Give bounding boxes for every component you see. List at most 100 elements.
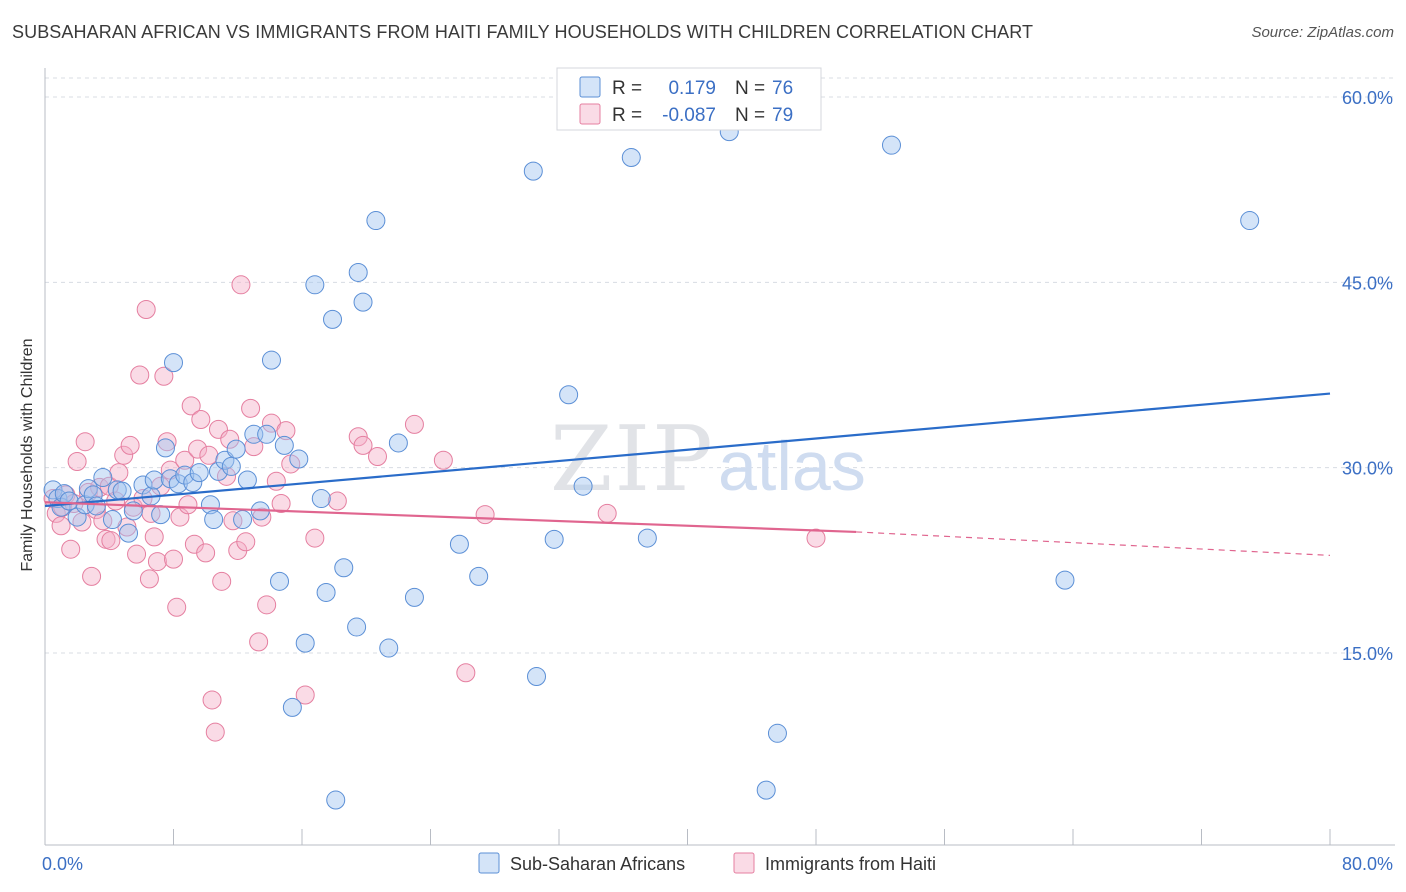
haiti-point <box>181 396 201 416</box>
haiti-point <box>276 421 296 441</box>
legend-frame <box>556 67 822 131</box>
subsaharan-point <box>347 617 367 637</box>
haiti-point <box>139 569 159 589</box>
legend-n-label: N = <box>735 78 765 99</box>
chart-title: SUBSAHARAN AFRICAN VS IMMIGRANTS FROM HA… <box>12 22 1034 42</box>
subsaharan-point <box>311 489 331 509</box>
bottom-legend: Sub-Saharan Africans Immigrants from Hait… <box>478 852 936 874</box>
subsaharan-point <box>305 275 325 295</box>
subsaharan-point <box>221 456 241 476</box>
subsaharan-trend-line <box>44 392 1331 508</box>
haiti-point <box>120 435 140 455</box>
subsaharan-point <box>175 465 195 485</box>
haiti-trend-extension <box>856 531 1331 556</box>
subsaharan-point <box>155 438 175 458</box>
subsaharan-point <box>204 510 224 530</box>
haiti-point <box>51 516 71 536</box>
watermark-atlas: atlas <box>718 427 866 505</box>
x-tick-label-min: 0.0% <box>42 854 83 874</box>
subsaharan-point <box>637 528 657 548</box>
subsaharan-point <box>133 475 153 495</box>
haiti-point <box>220 429 240 449</box>
haiti-point <box>404 414 424 434</box>
subsaharan-point <box>1240 211 1260 231</box>
haiti-point <box>806 528 826 548</box>
subsaharan-point <box>334 558 354 578</box>
bottom-legend-label-subsaharan: Sub-Saharan Africans <box>510 854 685 874</box>
haiti-point <box>114 445 134 465</box>
subsaharan-point <box>621 148 641 168</box>
haiti-point <box>164 549 183 569</box>
legend-n-value: 79 <box>772 105 793 126</box>
subsaharan-point <box>164 353 183 373</box>
legend-box: R = 0.179 N = 76 R = -0.087 N = 79 <box>556 67 822 131</box>
subsaharan-point <box>527 666 547 686</box>
haiti-point <box>101 531 121 551</box>
haiti-point <box>130 365 150 385</box>
haiti-point <box>212 571 232 591</box>
subsaharan-point <box>449 534 469 554</box>
subsaharan-point <box>189 463 209 483</box>
subsaharan-point <box>233 510 253 530</box>
haiti-point <box>271 493 291 513</box>
y-tick-label: 60.0% <box>1342 88 1393 108</box>
subsaharan-point <box>59 491 79 511</box>
subsaharan-point <box>559 385 579 405</box>
haiti-point <box>147 552 167 572</box>
subsaharan-point <box>261 350 281 370</box>
legend-r-label: R = <box>612 78 642 99</box>
haiti-point <box>202 690 222 710</box>
subsaharan-point <box>323 309 343 329</box>
subsaharan-point <box>295 633 315 653</box>
subsaharan-point <box>289 449 309 469</box>
haiti-point <box>231 275 251 295</box>
subsaharan-point <box>151 505 171 525</box>
subsaharan-point <box>274 435 294 455</box>
subsaharan-point <box>767 723 787 743</box>
subsaharan-point <box>379 638 399 658</box>
haiti-point <box>266 471 286 491</box>
x-tick-label-max: 80.0% <box>1342 854 1393 874</box>
subsaharan-point <box>573 476 593 496</box>
haiti-point <box>205 722 225 742</box>
subsaharan-point <box>257 424 277 444</box>
haiti-point <box>191 409 211 429</box>
subsaharan-point <box>183 472 203 492</box>
haiti-point <box>157 432 177 452</box>
haiti-point <box>305 528 325 548</box>
haiti-point <box>348 427 368 447</box>
haiti-point <box>144 527 164 547</box>
bottom-legend-swatch-pink <box>733 852 755 874</box>
subsaharan-point <box>523 161 543 181</box>
y-tick-label: 45.0% <box>1342 273 1393 293</box>
haiti-point <box>178 495 198 515</box>
source-label: Source: ZipAtlas.com <box>1251 24 1394 41</box>
subsaharan-point <box>326 790 346 810</box>
watermark: ZIP atlas <box>550 407 866 512</box>
subsaharan-point <box>86 496 106 516</box>
haiti-point <box>127 544 147 564</box>
legend-n-value: 76 <box>772 78 793 99</box>
haiti-point <box>241 398 261 418</box>
subsaharan-point <box>112 481 132 501</box>
haiti-trend-line <box>44 501 857 534</box>
haiti-point <box>196 543 216 563</box>
legend-r-label: R = <box>612 105 642 126</box>
subsaharan-point <box>43 480 63 500</box>
legend-swatch-pink <box>579 103 601 125</box>
haiti-point <box>136 300 156 320</box>
haiti-point <box>154 366 174 386</box>
legend-n-label: N = <box>735 105 765 126</box>
subsaharan-point <box>348 262 368 282</box>
subsaharan-point <box>544 529 564 549</box>
haiti-point <box>82 566 102 586</box>
legend-swatch-blue <box>579 76 601 98</box>
bottom-legend-label-haiti: Immigrants from Haiti <box>765 854 936 874</box>
subsaharan-point <box>353 292 373 312</box>
subsaharan-point <box>237 470 257 490</box>
haiti-point <box>167 597 187 617</box>
haiti-point <box>109 463 129 483</box>
haiti-point <box>67 451 87 471</box>
subsaharan-point <box>388 433 408 453</box>
